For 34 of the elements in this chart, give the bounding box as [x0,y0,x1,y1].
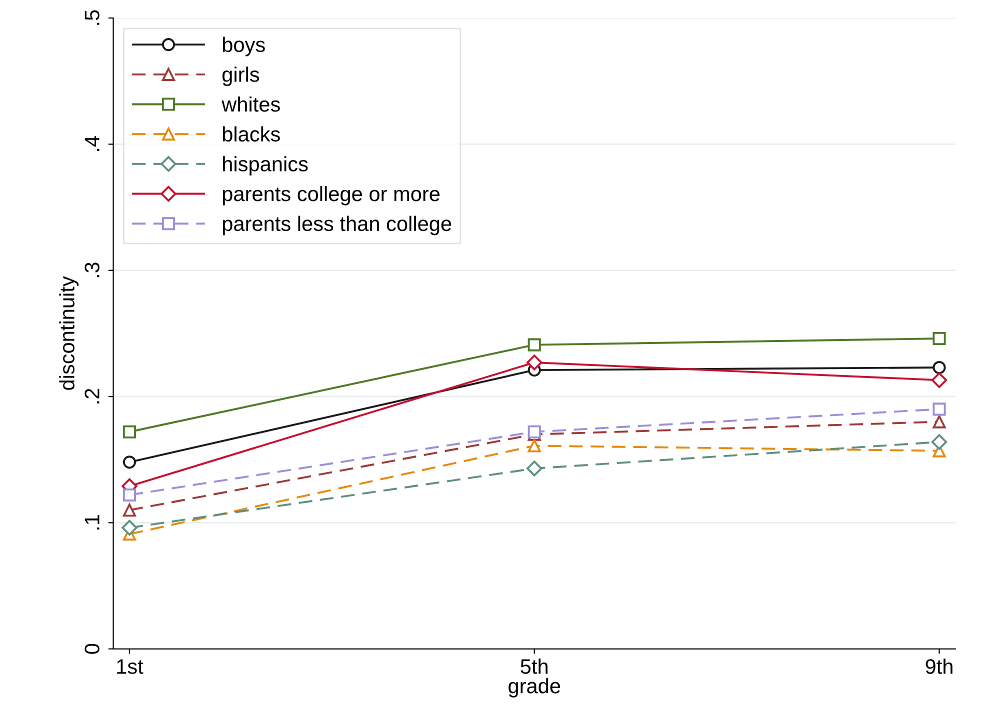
legend-label: parents less than college [222,216,452,236]
point [526,354,542,370]
point [122,520,138,536]
legend-label: parents college or more [222,186,440,206]
y-tick-label: .4 [84,136,100,151]
point [932,415,946,428]
point [122,488,136,502]
x-tick-label: 5th [520,658,548,674]
legend-label: boys [222,36,265,56]
point [122,456,136,469]
point [931,434,948,450]
y-tick-label: .5 [84,10,100,25]
legend-label: blacks [222,126,280,142]
legend-label: girls [222,66,260,86]
y-tick-label: .2 [84,388,100,404]
point [932,402,946,416]
x-tick-label: 1st [117,659,144,674]
point [528,439,541,452]
y-tick-label: .3 [84,262,100,278]
y-axis-title: discontinuity [59,276,79,390]
x-axis-title: grade [508,678,560,698]
point [528,425,541,438]
point [528,338,541,352]
point [932,332,946,346]
legend-label: hispanics [223,156,308,176]
point [526,460,542,476]
point [931,372,948,388]
point [122,504,136,517]
point [932,361,946,374]
legend-label: whites [222,96,280,112]
point [122,425,136,438]
y-tick-label: 0 [84,644,100,654]
y-tick-label: .1 [84,515,100,530]
x-tick-label: 9th [926,658,952,674]
